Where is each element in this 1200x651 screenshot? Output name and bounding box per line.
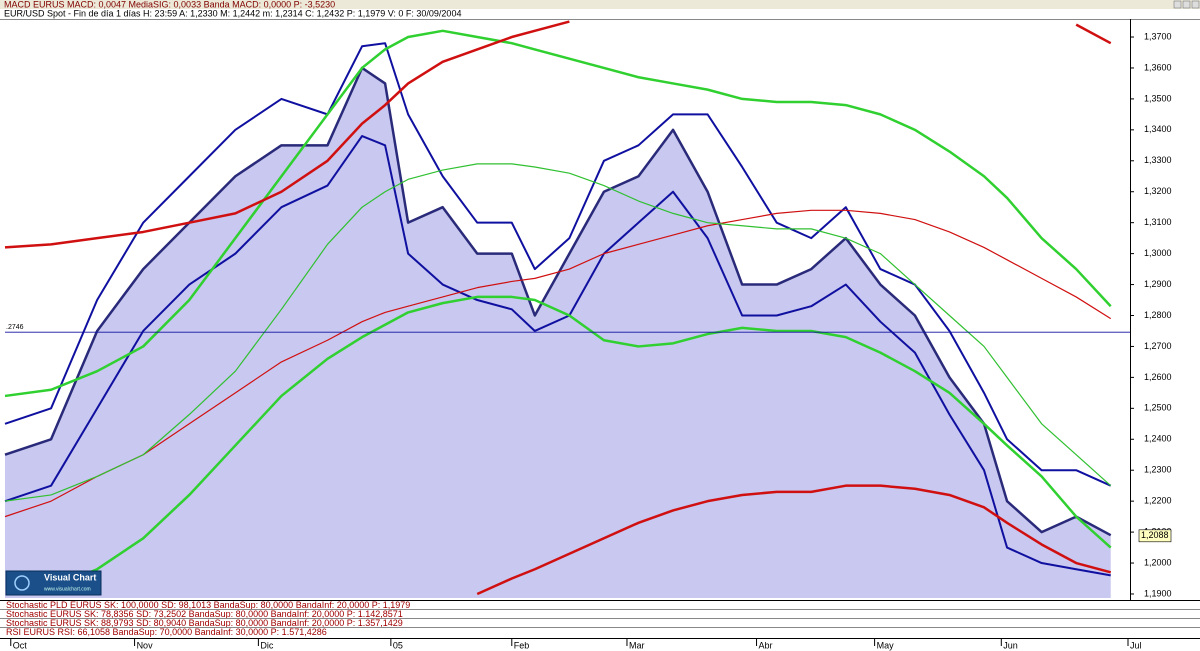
button[interactable] [1173, 0, 1182, 9]
y-tick-label: 1,3400 [1144, 124, 1172, 134]
price-area [5, 67, 1111, 598]
button[interactable] [1182, 0, 1191, 9]
y-tick-label: 1,2300 [1144, 465, 1172, 475]
series-line [4, 20, 1112, 249]
x-tick-label: Nov [137, 640, 154, 650]
x-tick-label: 05 [393, 640, 403, 650]
indicator-label: Stochastic EURUS SK: 88,9793 SD: 80,9040… [6, 618, 403, 628]
last-price-label: 1,2088 [1141, 530, 1169, 540]
y-tick-label: 1,3200 [1144, 186, 1172, 196]
series-line [4, 66, 1112, 537]
logo-url: www.visualchart.com [44, 586, 91, 592]
x-tick-label: May [877, 640, 895, 650]
indicator-label: Stochastic PLD EURUS SK: 100,0000 SD: 98… [6, 600, 410, 610]
window-buttons[interactable] [1173, 0, 1200, 9]
price-header: EUR/USD Spot - Fin de día 1 días H: 23:5… [4, 8, 461, 18]
x-tick-label: Mar [629, 640, 645, 650]
logo-icon [14, 575, 30, 591]
series-line [4, 42, 1112, 487]
x-tick-label: Abr [759, 640, 773, 650]
y-tick-label: 1,3100 [1144, 217, 1172, 227]
indicator-label: RSI EURUS RSI: 66,1058 BandaSup: 70,0000… [6, 627, 327, 637]
series-line [4, 163, 1112, 502]
x-tick-label: Jun [1003, 640, 1018, 650]
reference-label: .2746 [6, 324, 24, 331]
y-tick-label: 1,3000 [1144, 248, 1172, 258]
y-tick-label: 1,2800 [1144, 310, 1172, 320]
x-tick-label: Dic [260, 640, 273, 650]
indicator-label: Stochastic EURUS SK: 78,8356 SD: 73,2502… [6, 609, 403, 619]
logo-title: Visual Chart [44, 572, 96, 582]
y-tick-label: 1,2500 [1144, 403, 1172, 413]
button[interactable] [1191, 0, 1200, 9]
y-tick-label: 1,3600 [1144, 62, 1172, 72]
x-tick-label: Oct [13, 640, 28, 650]
series-line [4, 135, 1111, 577]
x-tick-label: Feb [514, 640, 530, 650]
header-bar [0, 0, 1200, 9]
y-tick-label: 1,3500 [1144, 93, 1172, 103]
y-tick-label: 1,2900 [1144, 279, 1172, 289]
macd-header: MACD EURUS MACD: 0,0047 MediaSIG: 0,0033… [4, 0, 335, 9]
series-line [4, 209, 1112, 518]
y-tick-label: 1,3700 [1144, 31, 1172, 41]
last-price-box [1138, 529, 1172, 543]
x-tick-label: Jul [1130, 640, 1142, 650]
y-tick-label: 1,2200 [1144, 496, 1172, 506]
y-tick-label: 1,2600 [1144, 372, 1172, 382]
logo-box [5, 570, 102, 596]
y-tick-label: 1,3300 [1144, 155, 1172, 165]
y-tick-label: 1,2000 [1144, 557, 1172, 567]
series-line [50, 295, 1112, 589]
series-line [476, 484, 1112, 596]
plot [4, 20, 1130, 598]
series-line [4, 29, 1112, 398]
y-tick-label: 1,2400 [1144, 434, 1172, 444]
y-tick-label: 1,1900 [1144, 588, 1172, 598]
watermark: Visual Chart www.visualchart.com [5, 570, 102, 596]
y-tick-label: 1,2700 [1144, 341, 1172, 351]
